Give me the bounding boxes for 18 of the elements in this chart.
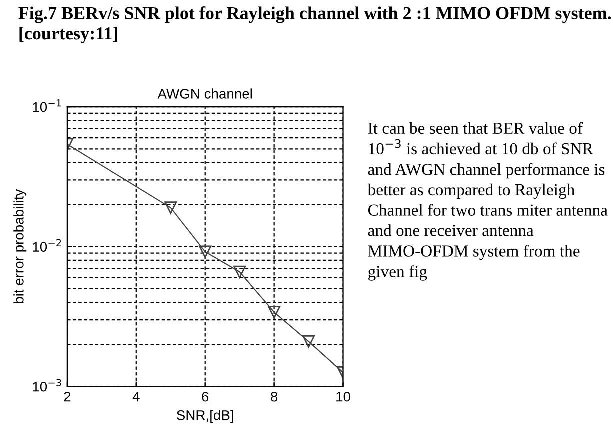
- point: [234, 266, 246, 278]
- y-tick-label: 10$^{−1}$: [33, 100, 62, 112]
- text: It can be seen that BER value of 10$^{−3}$ is achieved at 10 db of SNR and AWGN channel performance is better as compared to Rayleigh Channel for two trans miter antenna and one receiver antenna MIMO-OFDM system from the given fig: [368, 122, 608, 281]
- chart-title: AWGN channel: [158, 88, 252, 99]
- x-axis-title: SNR,[dB]: [177, 410, 234, 424]
- point: [302, 335, 316, 348]
- x-tick-label: 8: [271, 392, 278, 402]
- x-tick-label: 4: [132, 392, 140, 402]
- caption: Fig.7 BERv/s SNR plot for Rayleigh channel with 2 :1 MIMO OFDM system. [courtesy:11]: [18, 6, 612, 44]
- y-tick-label: 10$^{−2}$: [33, 239, 62, 252]
- point: [268, 306, 281, 319]
- point: [164, 202, 178, 214]
- x-tick-label: 2: [64, 392, 71, 402]
- y-tick-label: 10$^{−3}$: [33, 379, 62, 392]
- point: [199, 246, 212, 258]
- x-tick-label: 6: [202, 392, 209, 402]
- x-tick-label: 10: [336, 392, 350, 402]
- y-axis-title: bit error probability: [14, 189, 27, 304]
